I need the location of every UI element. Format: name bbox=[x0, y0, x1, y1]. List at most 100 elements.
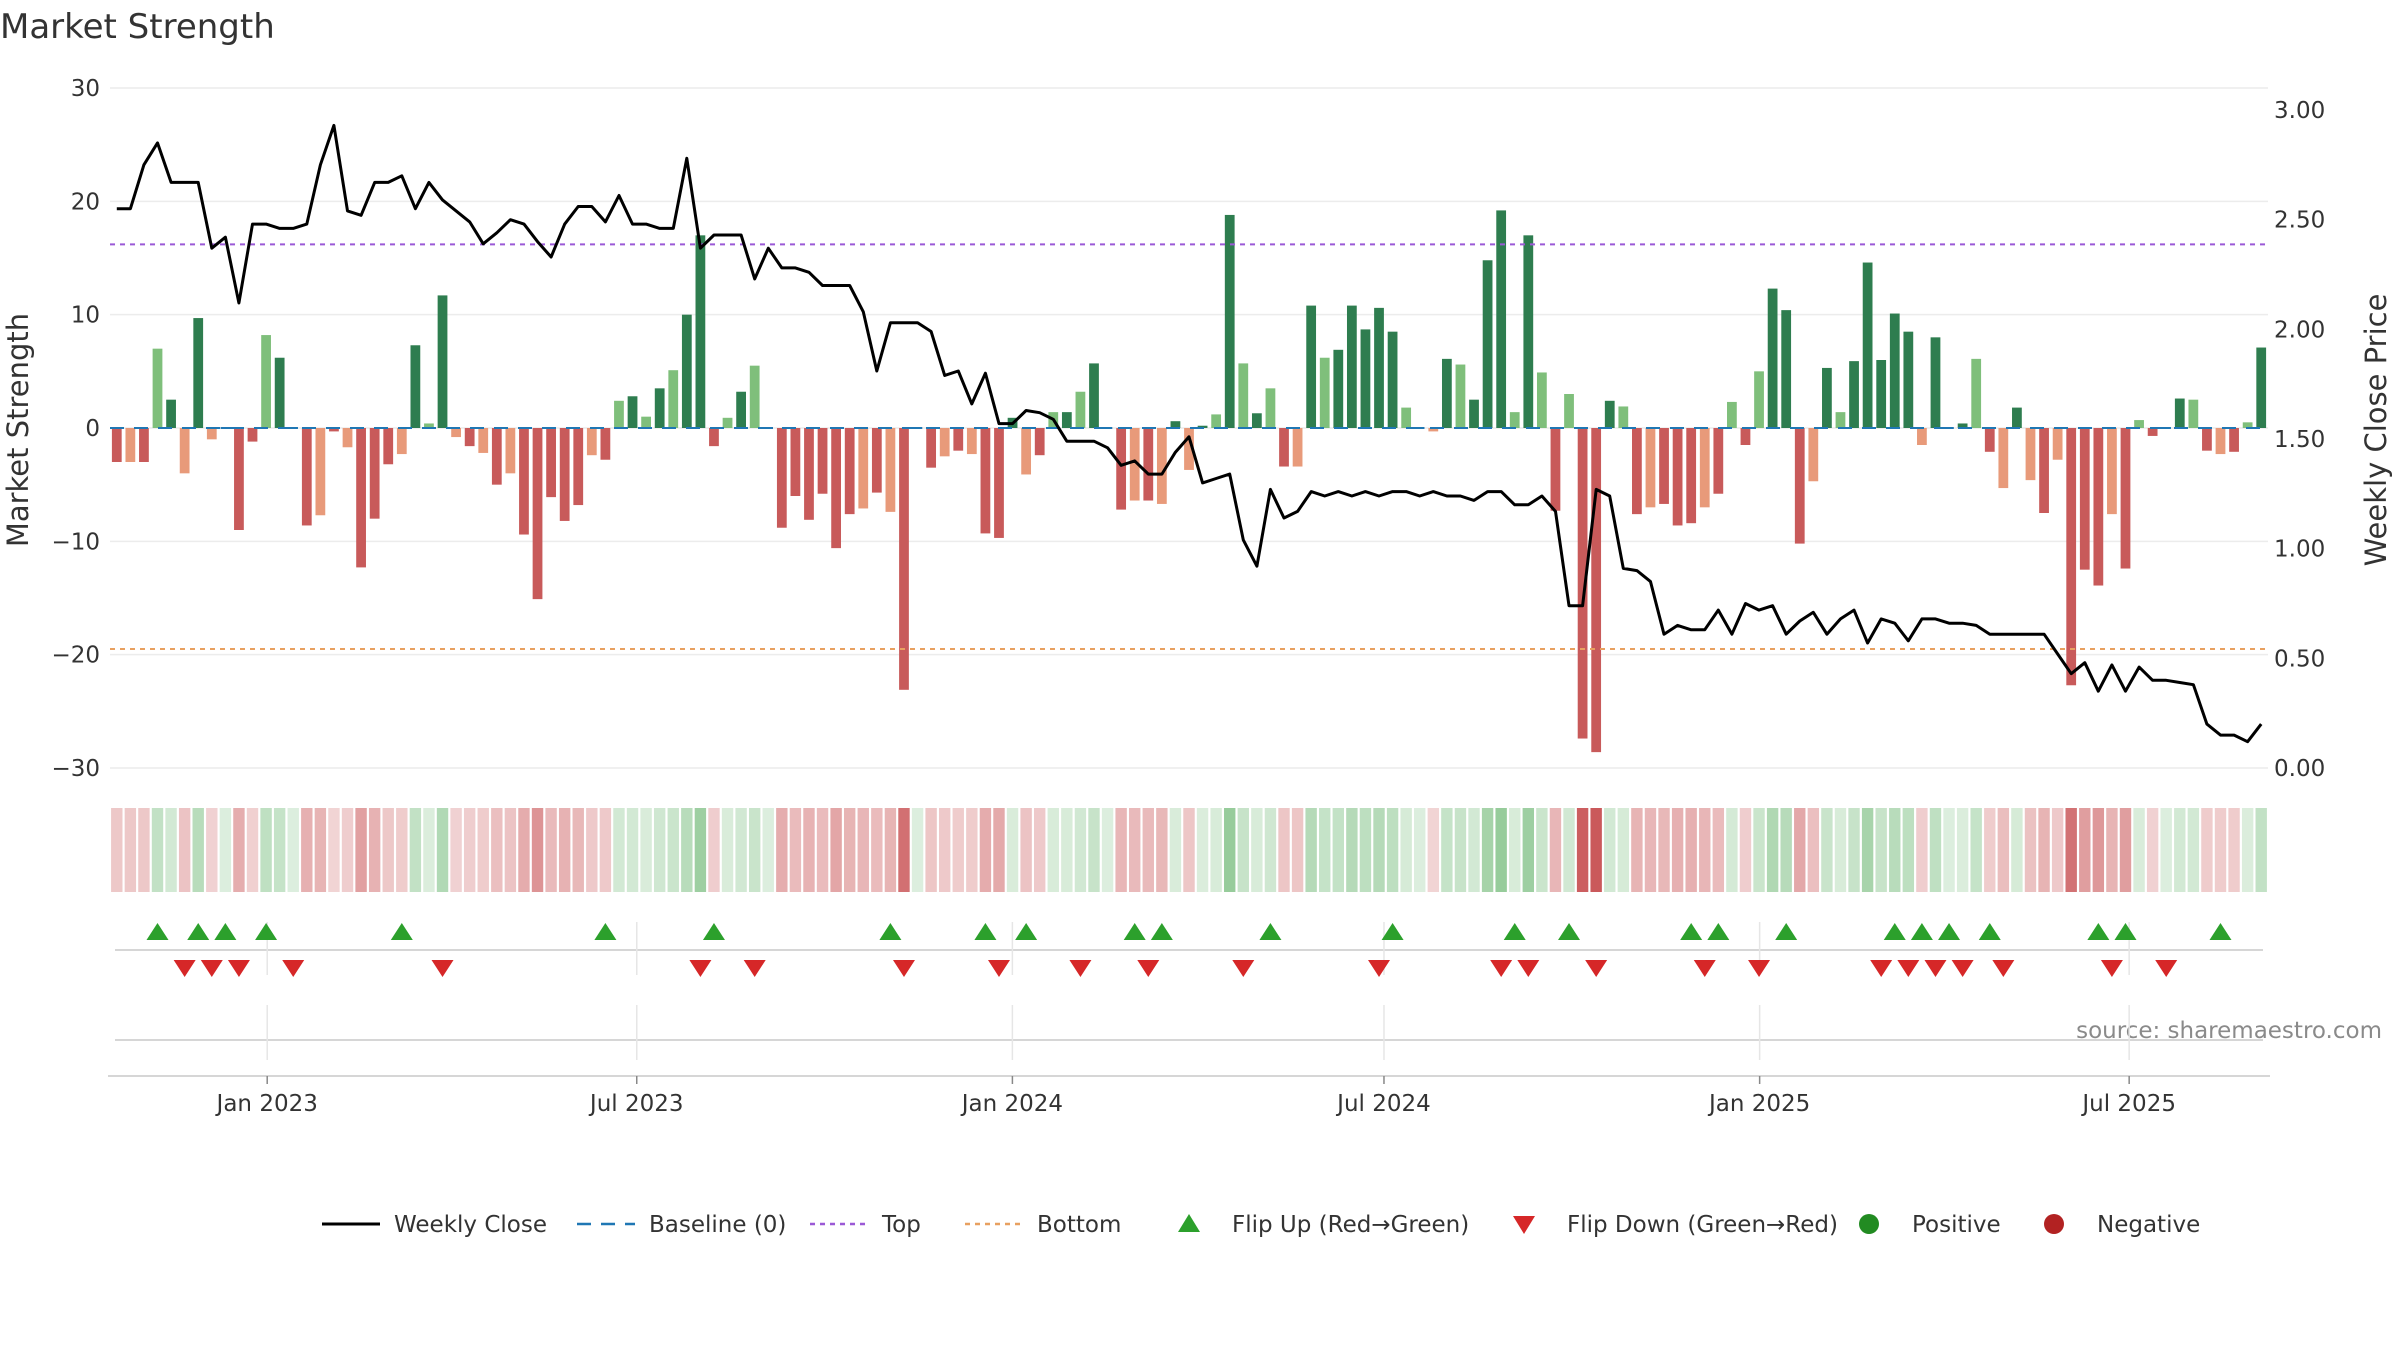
heat-cell bbox=[694, 808, 707, 892]
bar-positive bbox=[1536, 372, 1547, 428]
heat-cell bbox=[2187, 808, 2200, 892]
bar-positive bbox=[668, 370, 679, 428]
heat-cell bbox=[2119, 808, 2132, 892]
flip-down-marker bbox=[227, 960, 250, 977]
flip-down-marker bbox=[1585, 960, 1608, 977]
bar-positive bbox=[1170, 421, 1181, 428]
legend-swatch-triangle-down bbox=[1513, 1216, 1535, 1234]
bar-negative bbox=[1428, 428, 1439, 432]
flip-up-marker bbox=[879, 923, 902, 940]
legend-item: Negative bbox=[2044, 1212, 2200, 1238]
heat-cell bbox=[341, 808, 354, 892]
heat-cell bbox=[898, 808, 910, 892]
flip-up-marker bbox=[146, 923, 169, 940]
bar-positive bbox=[722, 417, 733, 428]
flip-up-marker bbox=[255, 923, 278, 940]
legend-item: Baseline (0) bbox=[577, 1212, 786, 1238]
heat-cell bbox=[1848, 808, 1860, 892]
flip-down-marker bbox=[1137, 960, 1160, 977]
bar-positive bbox=[1509, 412, 1520, 428]
bar-positive bbox=[1319, 357, 1330, 428]
heat-cell bbox=[436, 808, 449, 892]
flip-up-marker bbox=[187, 923, 210, 940]
flip-up-marker bbox=[214, 923, 237, 940]
bar-negative bbox=[532, 428, 543, 600]
heat-cell bbox=[830, 808, 842, 892]
bar-positive bbox=[681, 314, 692, 428]
heat-cell bbox=[1427, 808, 1440, 892]
bar-positive bbox=[437, 295, 448, 428]
bar-negative bbox=[356, 428, 366, 568]
bar-negative bbox=[1632, 428, 1642, 515]
flip-down-marker bbox=[1951, 960, 1974, 977]
heat-cell bbox=[966, 808, 978, 892]
bar-negative bbox=[464, 428, 475, 447]
bar-negative bbox=[179, 428, 190, 474]
bar-negative bbox=[939, 428, 950, 457]
flip-up-marker bbox=[2209, 923, 2232, 940]
bar-negative bbox=[1143, 428, 1154, 501]
bar-positive bbox=[1061, 412, 1072, 428]
flip-up-marker bbox=[2114, 923, 2137, 940]
heat-cell bbox=[1739, 808, 1752, 892]
bar-positive bbox=[1971, 358, 1982, 428]
y-tick-label-right: 2.50 bbox=[2274, 208, 2325, 234]
heat-cell bbox=[708, 808, 720, 892]
heat-cell bbox=[518, 808, 530, 892]
flip-down-marker bbox=[200, 960, 223, 977]
legend-label: Top bbox=[881, 1212, 921, 1238]
y-tick-label-right: 1.50 bbox=[2274, 427, 2325, 453]
bar-negative bbox=[994, 428, 1004, 538]
bar-negative bbox=[1021, 428, 1032, 475]
bar-positive bbox=[695, 235, 706, 428]
bar-positive bbox=[410, 345, 421, 428]
flip-down-marker bbox=[892, 960, 915, 977]
heat-cell bbox=[1807, 808, 1820, 892]
bar-negative bbox=[1808, 428, 1819, 482]
heat-cell bbox=[1332, 808, 1344, 892]
heat-cell bbox=[273, 808, 286, 892]
heat-cell bbox=[1115, 808, 1127, 892]
bar-positive bbox=[1604, 400, 1615, 428]
heat-cell bbox=[1902, 808, 1915, 892]
heat-cell bbox=[2174, 808, 2186, 892]
heat-cell bbox=[2160, 808, 2172, 892]
bar-negative bbox=[111, 428, 122, 462]
bar-negative bbox=[396, 428, 407, 455]
heat-cell bbox=[1875, 808, 1887, 892]
heat-cell bbox=[1251, 808, 1263, 892]
heat-cell bbox=[1006, 808, 1019, 892]
heat-cell bbox=[1685, 808, 1697, 892]
flip-down-marker bbox=[1368, 960, 1391, 977]
heat-cell bbox=[328, 808, 340, 892]
bar-negative bbox=[2093, 428, 2104, 586]
weekly-close-line bbox=[116, 123, 2263, 744]
bar-negative bbox=[315, 428, 326, 516]
heat-cell bbox=[301, 808, 313, 892]
heat-cell bbox=[1590, 808, 1602, 892]
heat-cell bbox=[843, 808, 856, 892]
bar-negative bbox=[926, 428, 937, 468]
bar-positive bbox=[627, 396, 638, 428]
heat-cell bbox=[789, 808, 802, 892]
heat-cell bbox=[667, 808, 679, 892]
heat-cell bbox=[1576, 808, 1589, 892]
bar-negative bbox=[600, 428, 611, 460]
legend-item: Positive bbox=[1859, 1212, 2001, 1238]
bar-negative bbox=[2202, 428, 2212, 451]
heat-cell bbox=[1861, 808, 1874, 892]
heat-cell bbox=[1712, 808, 1725, 892]
flip-down-marker bbox=[987, 960, 1010, 977]
heat-cell bbox=[735, 808, 747, 892]
bar-negative bbox=[899, 428, 909, 690]
y-tick-label-left: 20 bbox=[71, 189, 100, 215]
flip-up-marker bbox=[702, 923, 725, 940]
heat-cell bbox=[491, 808, 503, 892]
heat-cell bbox=[2079, 808, 2091, 892]
bar-negative bbox=[139, 428, 149, 462]
heat-cell bbox=[2024, 808, 2037, 892]
bar-negative bbox=[1713, 428, 1724, 494]
bar-negative bbox=[1116, 428, 1127, 510]
heat-cell bbox=[287, 808, 299, 892]
heat-cell bbox=[1794, 808, 1806, 892]
